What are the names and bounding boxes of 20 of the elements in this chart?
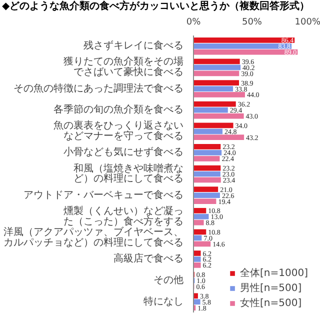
y-tick-label: 高級店で食べる: [114, 252, 184, 265]
y-tick-label: アウトドア・バーベキューで食べる: [24, 188, 184, 201]
y-tick-label: 特になし: [144, 295, 184, 308]
legend-label: 女性[n=500]: [240, 296, 302, 310]
y-tick-label: 燻製（くんせい）など凝った（こった）食べ方をする: [64, 204, 184, 228]
y-tick-label: 獲りたての魚介類をその場でさばいて豪快に食べる: [64, 56, 184, 78]
x-tick-label: 0%: [186, 18, 202, 28]
y-tick-label: 残さずキレイに食べる: [84, 40, 184, 52]
x-tick-label: 100%: [294, 18, 320, 28]
y-tick-label: その魚の特徴にあった調理法で食べる: [14, 82, 184, 94]
y-tick-label: 魚の裏表をひっくり返さないなどマナーを守って食べる: [54, 120, 184, 142]
y-tick-label: 小骨なども気にせず食べる: [64, 146, 184, 158]
legend-label: 全体[n=1000]: [240, 267, 308, 280]
legend-label: 男性[n=500]: [240, 282, 302, 295]
y-tick-label: 洋風（アクアパッツァ、ブイヤベース、カルパッチョなど）の料理にして食べる: [4, 226, 184, 249]
y-tick-label: 和風（塩焼きや味噌煮など）の料理にして食べる: [74, 162, 184, 185]
y-tick-label: 各季節の旬の魚介類を食べる: [54, 104, 184, 116]
chart-title: ◆どのような魚介類の食べ方がカッコいいと思うか（複数回答形式）: [2, 0, 310, 14]
y-tick-label: その他: [154, 274, 184, 286]
x-tick-label: 50%: [242, 18, 262, 28]
